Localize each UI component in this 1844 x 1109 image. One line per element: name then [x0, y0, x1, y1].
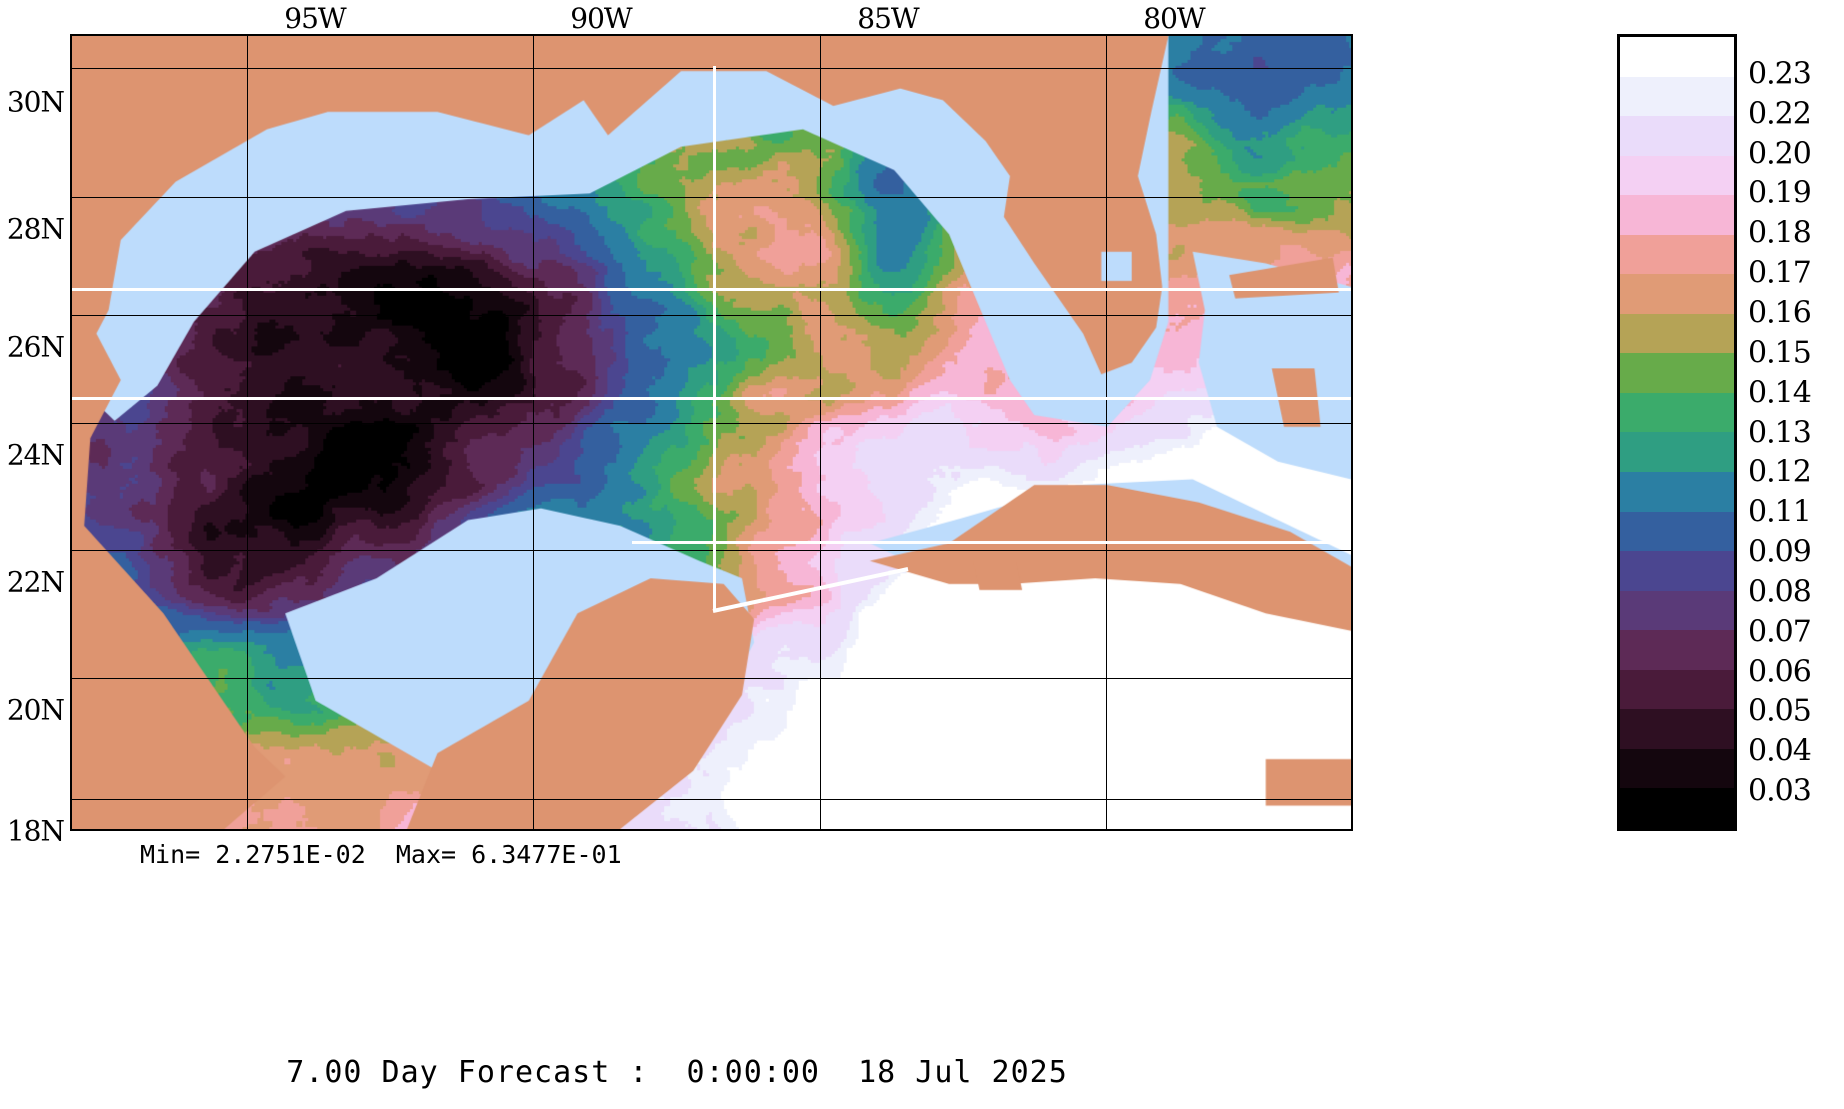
colorbar-tick-0-07: 0.07: [1748, 614, 1812, 650]
colorbar-band-14: [1620, 590, 1734, 631]
colorbar-tick-0-15: 0.15: [1748, 335, 1812, 371]
colorbar-tick-0-11: 0.11: [1748, 494, 1812, 530]
colorbar-tick-0-23: 0.23: [1748, 56, 1812, 92]
colorbar-band-7: [1620, 313, 1734, 354]
colorbar-tick-0-03: 0.03: [1748, 773, 1812, 809]
colorbar-band-10: [1620, 432, 1734, 473]
colorbar-tick-0-19: 0.19: [1748, 175, 1812, 211]
colorbar-band-8: [1620, 353, 1734, 393]
colorbar-band-6: [1620, 274, 1734, 314]
lat-tick-20n: 20N: [6, 693, 65, 727]
colorbar-band-17: [1620, 709, 1734, 749]
lat-tick-26n: 26N: [6, 330, 65, 364]
colorbar[interactable]: [1617, 34, 1737, 831]
colorbar-tick-0-05: 0.05: [1748, 693, 1812, 729]
colorbar-band-16: [1620, 669, 1734, 710]
map-plot-area[interactable]: [70, 34, 1353, 831]
colorbar-tick-labels: 0.23 0.22 0.20 0.19 0.18 0.17 0.16 0.15 0.14 0.13…: [1748, 34, 1844, 831]
min-max-annotation: Min= 2.2751E-02 Max= 6.3477E-01: [140, 840, 622, 869]
colorbar-band-2: [1620, 116, 1734, 156]
colorbar-tick-0-22: 0.22: [1748, 96, 1812, 132]
colorbar-band-1: [1620, 76, 1734, 117]
colorbar-tick-0-18: 0.18: [1748, 215, 1812, 251]
colorbar-band-15: [1620, 630, 1734, 670]
colorbar-tick-0-09: 0.09: [1748, 534, 1812, 570]
colorbar-band-9: [1620, 392, 1734, 433]
colorbar-band-11: [1620, 472, 1734, 512]
colorbar-band-19: [1620, 788, 1734, 828]
colorbar-band-3: [1620, 155, 1734, 196]
colorbar-tick-0-08: 0.08: [1748, 574, 1812, 610]
colorbar-tick-0-13: 0.13: [1748, 415, 1812, 450]
lat-tick-18n: 18N: [6, 814, 65, 848]
colorbar-band-12: [1620, 511, 1734, 552]
colorbar-tick-0-06: 0.06: [1748, 654, 1812, 690]
colorbar-tick-0-14: 0.14: [1748, 375, 1812, 411]
lat-tick-24n: 24N: [6, 438, 65, 472]
colorbar-band-5: [1620, 234, 1734, 275]
lat-tick-22n: 22N: [6, 565, 65, 599]
colorbar-tick-0-20: 0.20: [1748, 136, 1812, 172]
colorbar-tick-0-04: 0.04: [1748, 733, 1812, 769]
lon-tick-95w: 95W: [284, 2, 346, 35]
lon-tick-90w: 90W: [570, 2, 632, 35]
colorbar-tick-0-12: 0.12: [1748, 454, 1812, 490]
colorbar-tick-0-16: 0.16: [1748, 295, 1812, 331]
contour-field-canvas: [72, 36, 1351, 829]
colorbar-band-13: [1620, 551, 1734, 591]
colorbar-band-4: [1620, 195, 1734, 235]
forecast-title: 7.00 Day Forecast : 0:00:00 18 Jul 2025: [286, 1055, 1068, 1090]
colorbar-band-18: [1620, 748, 1734, 789]
lon-tick-85w: 85W: [857, 2, 919, 35]
lat-tick-30n: 30N: [6, 85, 65, 119]
lon-tick-80w: 80W: [1143, 2, 1205, 35]
colorbar-band-0: [1620, 37, 1734, 77]
colorbar-tick-0-17: 0.17: [1748, 255, 1812, 291]
lat-tick-28n: 28N: [6, 212, 65, 246]
